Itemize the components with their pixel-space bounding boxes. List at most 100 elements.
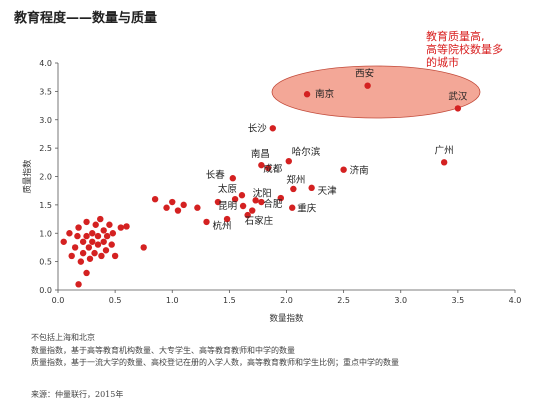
city-point [289,204,296,211]
scatter-point [277,194,284,202]
scatter-point [97,215,104,223]
highlight-note-line: 教育质量高, [426,29,485,43]
scatter-point [83,232,90,240]
scatter-point [71,244,79,251]
city-label: 太原 [218,183,237,195]
scatter-point [89,238,96,245]
scatter-point [140,244,147,251]
city-point [440,159,448,166]
scatter-point [92,221,99,228]
city-label: 合肥 [263,198,283,210]
city-label: 长沙 [248,122,268,134]
city-label: 哈尔滨 [292,146,321,158]
scatter-point [83,218,90,226]
source-note: 来源：仲量联行，2015年 [31,390,124,399]
city-point [203,218,210,226]
city-point [290,185,297,193]
city-label: 长春 [206,169,226,181]
scatter-point [91,249,98,257]
city-point [269,125,276,132]
scatter-point [77,258,85,265]
scatter-point [86,255,94,262]
scatter-point [109,230,117,237]
points-layer [60,82,462,288]
y-axis-label: 质量指数 [22,159,33,194]
note-line: 不包括上海和北京 [31,333,95,342]
x-tick-label: 1.5 [223,296,236,305]
x-tick-label: 0.5 [109,296,122,305]
scatter-point [108,241,115,248]
city-label: 石家庄 [245,215,274,227]
scatter-point [174,207,182,214]
scatter-point [98,252,105,260]
scatter-point [100,238,107,245]
scatter-point [169,198,176,206]
city-label: 成都 [263,163,283,175]
chart-title: 教育程度——数量与质量 [14,11,158,26]
scatter-point [75,224,82,231]
scatter-point [123,223,130,230]
scatter-point [100,227,107,234]
city-point [244,211,251,219]
y-tick-label: 0.5 [39,258,52,267]
x-tick-label: 3.5 [452,296,465,305]
scatter-point [79,238,87,245]
note-line: 质量指数，基于一流大学的数量、高校登记在册的入学人数，高等教育教师和学生比例；重… [31,358,399,367]
city-label: 广州 [435,144,454,156]
highlight-note-line: 高等院校数量多 [426,42,503,56]
x-tick-label: 1.0 [166,296,179,305]
scatter-point [106,221,113,228]
highlight-note-line: 的城市 [426,55,459,69]
axes-layer: 0.0 0.5 1.0 1.5 2.0 2.5 3.0 3.5 4.0 0.0 0.5 1.0 1.5 2… [22,59,521,324]
scatter-point [214,198,222,206]
y-tick-label: 1.5 [39,201,52,210]
city-point [229,175,237,182]
y-tick-label: 1.0 [39,229,52,238]
scatter-point [79,249,87,257]
x-tick-label: 4.0 [509,296,522,305]
highlight-ellipse [271,65,481,119]
chart-notes: 不包括上海和北京 数量指数，基于高等教育机构数量、大专学生、高等教育教师和中学的… [31,332,399,370]
x-tick-label: 0.0 [52,296,65,305]
x-axis-label: 数量指数 [269,313,304,324]
y-tick-label: 4.0 [39,59,52,68]
scatter-point [103,232,111,240]
city-label: 天津 [318,186,338,197]
scatter-point [66,230,73,237]
scatter-point [94,241,102,248]
scatter-point [85,244,93,251]
highlight-layer [271,65,481,119]
scatter-point [60,238,67,245]
city-label: 重庆 [297,203,317,215]
scatter-point [151,196,159,203]
scatter-point [117,224,125,231]
city-point [303,91,311,98]
city-point [364,82,371,89]
city-label: 西安 [355,68,374,80]
scatter-point [194,204,201,211]
x-tick-label: 2.5 [337,296,350,305]
scatter-point [102,247,110,254]
scatter-point [223,215,231,223]
scatter-point [94,232,102,240]
y-tick-label: 3.0 [39,116,52,125]
city-point [252,197,259,204]
note-line: 数量指数，基于高等教育机构数量、大专学生、高等教育教师和中学的数量 [31,345,295,355]
city-label: 杭州 [213,220,232,232]
scatter-point [111,252,119,260]
city-point [308,184,315,192]
city-label: 南京 [315,88,334,100]
city-point [258,198,265,206]
scatter-point [75,281,82,288]
city-point [238,192,246,199]
y-tick-label: 3.5 [39,87,52,96]
city-label: 沈阳 [253,187,272,199]
city-point [285,157,292,165]
y-tick-label: 2.5 [39,144,52,153]
scatter-point [249,207,256,214]
city-label: 郑州 [286,174,305,186]
city-label: 济南 [350,165,369,177]
scatter-point [68,252,75,260]
